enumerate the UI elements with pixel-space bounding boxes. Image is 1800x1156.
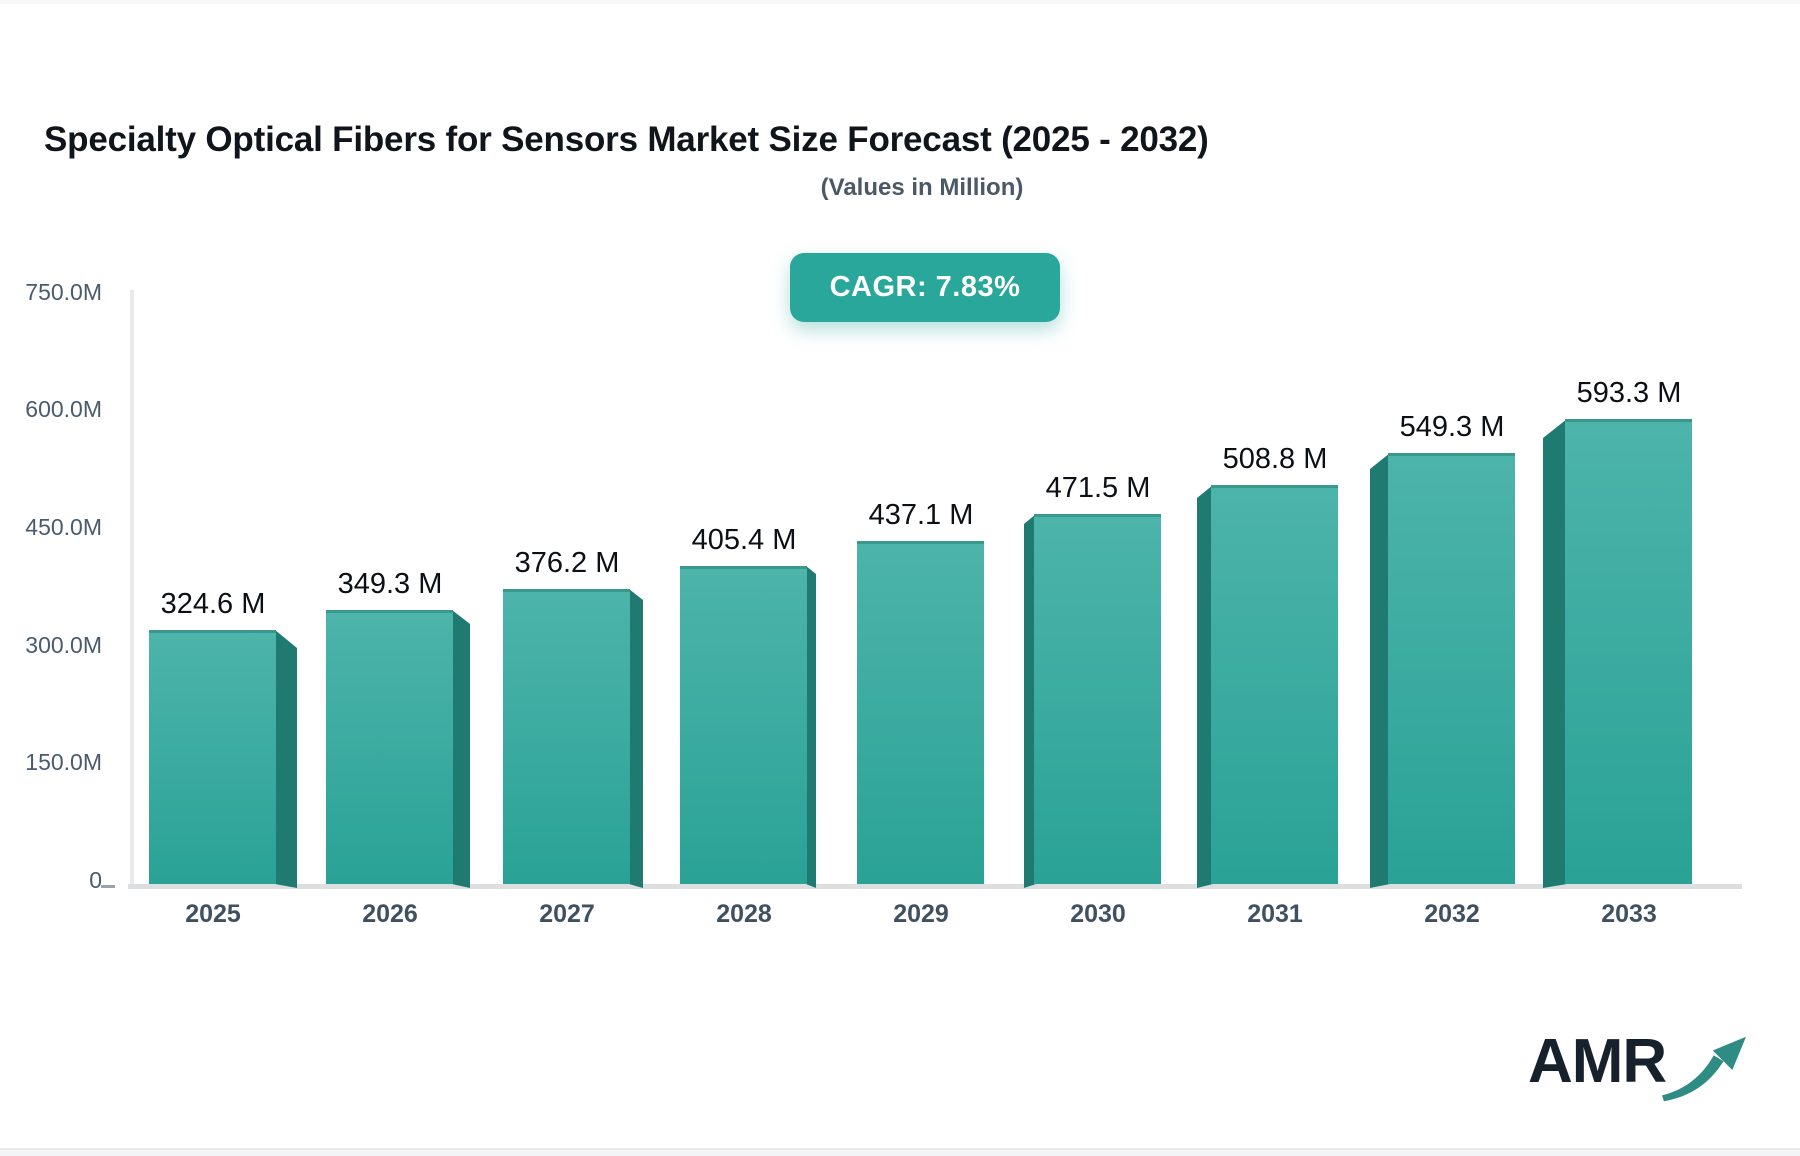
y-tick-label: 450.0M	[25, 514, 102, 540]
card-top-edge	[0, 0, 1800, 4]
bar-value-label: 349.3 M	[337, 568, 443, 600]
bar-side-face	[1370, 453, 1390, 888]
bar-value-label: 405.4 M	[691, 524, 797, 556]
bar-2025[interactable]	[149, 630, 276, 884]
bar-side-face	[452, 610, 470, 888]
bar-2026[interactable]	[326, 610, 453, 884]
x-axis-line	[128, 884, 1742, 889]
bar-value-label: 471.5 M	[1045, 472, 1151, 504]
bar-value-label: 549.3 M	[1399, 411, 1505, 443]
chart-subtitle: (Values in Million)	[820, 174, 1024, 201]
amr-logo-text: AMR	[1528, 1027, 1667, 1096]
cagr-badge: CAGR: 7.83%	[790, 253, 1060, 322]
bar-value-label: 508.8 M	[1222, 443, 1328, 475]
bar-value-label: 324.6 M	[160, 588, 266, 620]
bar-2032[interactable]	[1388, 453, 1515, 884]
bar-value-label: 376.2 M	[514, 547, 620, 579]
bar-side-face	[806, 566, 816, 888]
x-axis-label-2030: 2030	[1070, 900, 1126, 928]
x-axis-label-2026: 2026	[362, 900, 418, 928]
bar-2027[interactable]	[503, 589, 630, 884]
y-tick-label: 150.0M	[25, 749, 102, 775]
bar-side-face	[1024, 514, 1036, 888]
bar-side-face	[1543, 419, 1567, 888]
x-axis-label-2033: 2033	[1601, 900, 1657, 928]
bar-side-face	[1197, 485, 1213, 888]
amr-logo: AMR	[1528, 1027, 1747, 1106]
cagr-badge-label: CAGR: 7.83%	[829, 271, 1021, 303]
y-tick-label: 600.0M	[25, 396, 102, 422]
card-bottom-edge	[0, 1148, 1800, 1156]
x-axis-label-2025: 2025	[185, 900, 241, 928]
x-axis-label-2028: 2028	[716, 900, 772, 928]
y-tick-label: 750.0M	[25, 279, 102, 305]
zero-tick-mark	[101, 885, 115, 888]
y-tick-label: 0	[89, 867, 102, 893]
y-tick-label: 300.0M	[25, 632, 102, 658]
growth-arrow-icon	[1662, 1036, 1747, 1102]
bar-2033[interactable]	[1565, 419, 1692, 884]
bar-2031[interactable]	[1211, 485, 1338, 884]
chart-title: Specialty Optical Fibers for Sensors Mar…	[44, 120, 1209, 159]
bar-side-face	[629, 589, 643, 888]
x-axis-label-2029: 2029	[893, 900, 949, 928]
bar-value-label: 593.3 M	[1576, 377, 1682, 409]
y-axis-line	[130, 290, 134, 886]
bar-value-label: 437.1 M	[868, 499, 974, 531]
bar-2030[interactable]	[1034, 514, 1161, 884]
bar-2029[interactable]	[857, 541, 984, 884]
x-axis-label-2031: 2031	[1247, 900, 1303, 928]
x-axis-label-2032: 2032	[1424, 900, 1480, 928]
x-axis-label-2027: 2027	[539, 900, 595, 928]
bar-side-face	[275, 630, 297, 888]
bar-2028[interactable]	[680, 566, 807, 884]
